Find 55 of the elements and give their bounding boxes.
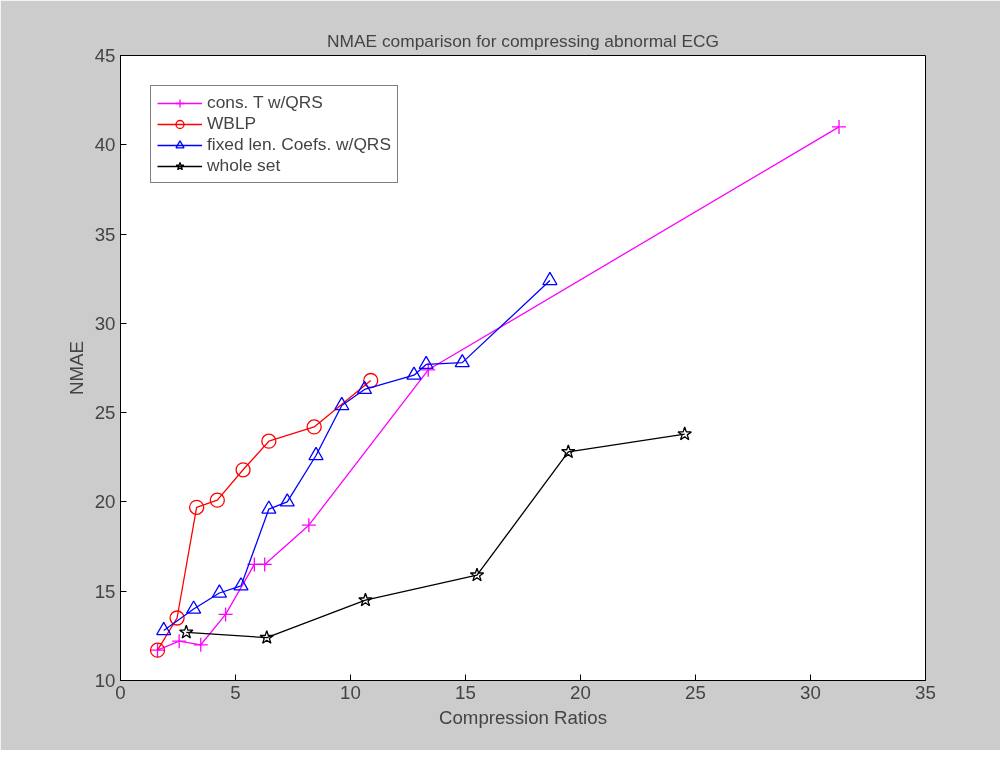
point <box>217 606 234 623</box>
point <box>301 517 317 533</box>
y-tick-label: 30 <box>94 312 116 334</box>
chart-title: NMAE comparison for compressing abnormal ECG <box>327 30 719 51</box>
legend-label: whole set <box>207 155 281 176</box>
point <box>185 600 202 614</box>
point <box>542 271 558 286</box>
legend-label: fixed len. Coefs. w/QRS <box>207 134 391 155</box>
point <box>235 462 251 478</box>
y-tick-label: 15 <box>94 580 116 602</box>
y-tick-label: 45 <box>94 45 116 66</box>
point <box>418 355 434 370</box>
point <box>261 500 277 514</box>
point <box>209 492 225 508</box>
y-tick-label: 25 <box>94 402 116 424</box>
y-tick-label: 40 <box>94 134 116 156</box>
point <box>193 637 209 653</box>
x-tick-label: 0 <box>115 681 126 703</box>
point <box>363 372 379 389</box>
point <box>677 426 692 441</box>
point <box>259 629 275 644</box>
point <box>334 396 350 411</box>
point <box>308 446 324 461</box>
x-tick-label: 35 <box>915 681 936 703</box>
y-tick-label: 35 <box>94 223 116 245</box>
point <box>261 433 277 449</box>
point <box>233 577 249 591</box>
y-tick-label: 20 <box>94 491 116 513</box>
point <box>454 353 470 368</box>
point <box>171 633 187 649</box>
legend-label: WBLP <box>207 113 257 134</box>
point <box>356 380 373 395</box>
x-tick-label: 10 <box>340 681 361 703</box>
point <box>561 444 576 459</box>
point <box>257 556 273 573</box>
x-tick-label: 15 <box>455 681 476 703</box>
x-tick-label: 30 <box>800 681 821 703</box>
legend-label: cons. T w/QRS <box>207 92 323 113</box>
point <box>211 584 228 598</box>
point <box>420 362 436 378</box>
x-tick-label: 5 <box>230 681 241 703</box>
point <box>306 419 322 435</box>
y-axis-title: NMAE <box>65 341 87 395</box>
x-tick-label: 25 <box>685 681 706 703</box>
point <box>358 592 373 607</box>
point <box>169 610 185 626</box>
point <box>188 499 205 515</box>
point <box>831 119 847 135</box>
point <box>406 366 422 380</box>
x-axis-title: Compression Ratios <box>439 706 607 728</box>
point <box>156 621 172 636</box>
point <box>469 567 485 582</box>
x-tick-label: 20 <box>570 681 591 703</box>
point <box>178 624 194 639</box>
point <box>279 493 295 507</box>
